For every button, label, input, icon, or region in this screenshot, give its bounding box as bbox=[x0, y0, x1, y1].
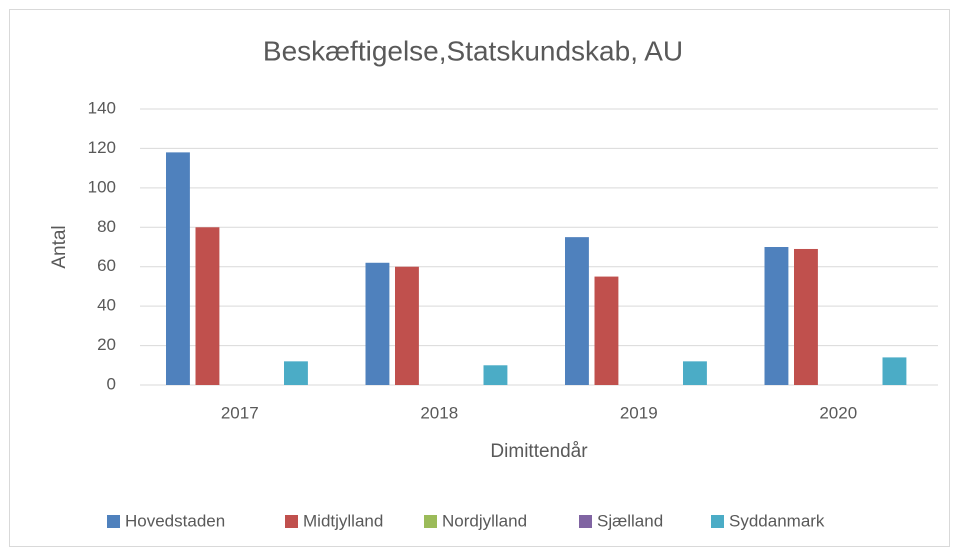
chart-title: Beskæftigelse,Statskundskab, AU bbox=[263, 35, 683, 66]
bar bbox=[195, 227, 220, 385]
bar bbox=[882, 357, 907, 385]
y-tick-label: 100 bbox=[88, 177, 116, 196]
bar bbox=[166, 152, 190, 385]
y-tick-label: 120 bbox=[88, 138, 116, 157]
bar bbox=[794, 248, 818, 385]
legend-swatch bbox=[107, 515, 120, 528]
x-tick-label: 2018 bbox=[420, 403, 458, 422]
y-tick-label: 40 bbox=[97, 296, 116, 315]
y-tick-label: 0 bbox=[107, 374, 116, 393]
legend-swatch bbox=[285, 515, 298, 528]
x-tick-label: 2020 bbox=[819, 403, 857, 422]
bar bbox=[683, 361, 707, 385]
legend-swatch bbox=[711, 515, 724, 528]
bar bbox=[395, 266, 419, 385]
legend-label: Syddanmark bbox=[729, 511, 825, 530]
y-tick-label: 140 bbox=[88, 98, 116, 117]
y-axis-label: Antal bbox=[49, 225, 70, 268]
legend-swatch bbox=[579, 515, 592, 528]
x-tick-label: 2017 bbox=[221, 403, 259, 422]
legend-label: Nordjylland bbox=[442, 511, 527, 530]
legend-swatch bbox=[424, 515, 437, 528]
legend-label: Hovedstaden bbox=[125, 511, 225, 530]
y-tick-label: 20 bbox=[97, 335, 116, 354]
legend-label: Midtjylland bbox=[303, 511, 383, 530]
y-tick-label: 60 bbox=[97, 256, 116, 275]
bar bbox=[764, 247, 789, 385]
bar bbox=[365, 262, 390, 385]
x-tick-label: 2019 bbox=[620, 403, 658, 422]
bar bbox=[284, 361, 308, 385]
bar bbox=[565, 237, 589, 385]
bar bbox=[594, 276, 619, 385]
bar bbox=[483, 365, 508, 385]
y-tick-label: 80 bbox=[97, 217, 116, 236]
x-axis-label: Dimittendår bbox=[490, 441, 588, 462]
legend-label: Sjælland bbox=[597, 511, 663, 530]
